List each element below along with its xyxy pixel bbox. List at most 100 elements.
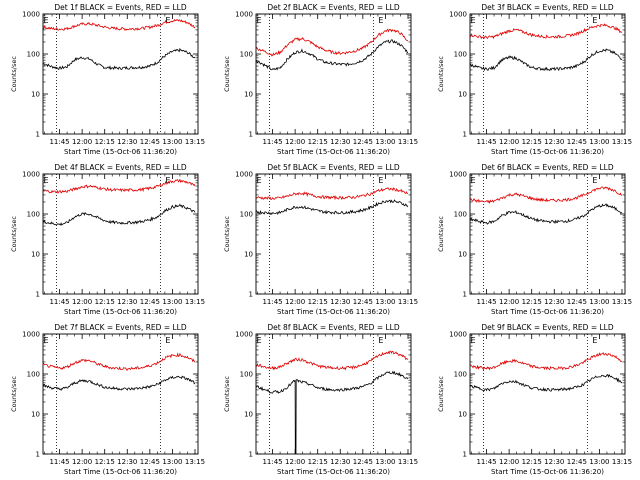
- x-tick-label: 12:15: [95, 138, 115, 146]
- x-tick-label: 12:45: [567, 458, 587, 466]
- y-tick-label: 1: [249, 291, 253, 299]
- lld-series-line: [470, 23, 623, 40]
- flag-label: E: [43, 336, 48, 345]
- x-tick-label: 12:15: [95, 458, 115, 466]
- chart-title: Det 7f BLACK = Events, RED = LLD: [54, 323, 187, 332]
- x-tick-label: 13:15: [612, 138, 632, 146]
- x-tick-label: 13:15: [612, 458, 632, 466]
- y-axis-label: Counts/sec: [223, 376, 231, 412]
- chart-panel: Det 2f BLACK = Events, RED = LLD Counts/s…: [223, 3, 418, 156]
- x-tick-label: 12:15: [522, 298, 542, 306]
- x-tick-label: 11:45: [49, 138, 69, 146]
- x-tick-label: 13:15: [398, 458, 418, 466]
- events-series-line: [256, 370, 409, 454]
- x-axis-label: Start Time (15-Oct-06 11:36:20): [491, 308, 604, 316]
- y-axis-label: Counts/sec: [10, 216, 18, 252]
- x-tick-label: 12:00: [72, 138, 92, 146]
- flag-label: E: [165, 336, 170, 345]
- x-tick-label: 13:15: [185, 298, 205, 306]
- x-tick-label: 12:45: [567, 298, 587, 306]
- x-tick-label: 12:00: [285, 138, 305, 146]
- y-tick-label: 100: [240, 211, 253, 219]
- x-tick-label: 11:45: [476, 458, 496, 466]
- events-series-line: [470, 48, 623, 72]
- events-series-line: [256, 39, 409, 71]
- flag-label: E: [592, 176, 597, 185]
- y-tick-label: 100: [27, 51, 40, 59]
- y-tick-label: 1000: [235, 11, 253, 19]
- chart-title: Det 5f BLACK = Events, RED = LLD: [267, 163, 400, 172]
- x-tick-label: 12:00: [499, 298, 519, 306]
- lld-series-line: [256, 350, 409, 371]
- y-axis-label: Counts/sec: [223, 56, 231, 92]
- plot-frame: [255, 13, 412, 135]
- x-tick-label: 13:00: [375, 458, 395, 466]
- flag-label: E: [43, 176, 48, 185]
- x-tick-label: 12:15: [308, 458, 328, 466]
- lld-series-line: [256, 28, 409, 57]
- x-axis-label: Start Time (15-Oct-06 11:36:20): [491, 468, 604, 476]
- y-tick-label: 10: [31, 91, 40, 99]
- x-tick-label: 12:30: [330, 138, 350, 146]
- plot-frame: [42, 13, 199, 135]
- chart-panel: Det 3f BLACK = Events, RED = LLD Counts/s…: [437, 3, 632, 156]
- x-tick-label: 12:30: [117, 298, 137, 306]
- x-tick-label: 12:45: [140, 298, 160, 306]
- events-series-line: [43, 375, 196, 392]
- x-tick-label: 12:00: [499, 138, 519, 146]
- x-tick-label: 12:30: [544, 138, 564, 146]
- chart-title: Det 9f BLACK = Events, RED = LLD: [481, 323, 614, 332]
- y-tick-label: 10: [458, 251, 467, 259]
- flag-label: E: [378, 16, 383, 25]
- y-tick-label: 100: [454, 211, 467, 219]
- chart-title: Det 3f BLACK = Events, RED = LLD: [481, 3, 614, 12]
- x-tick-label: 12:30: [330, 298, 350, 306]
- y-axis-label: Counts/sec: [437, 216, 445, 252]
- y-tick-label: 1: [36, 291, 40, 299]
- x-tick-label: 12:45: [353, 138, 373, 146]
- y-tick-label: 1: [36, 451, 40, 459]
- x-tick-label: 12:45: [353, 298, 373, 306]
- y-tick-label: 10: [244, 91, 253, 99]
- chart-panel: Det 6f BLACK = Events, RED = LLD Counts/s…: [437, 163, 632, 316]
- x-axis-label: Start Time (15-Oct-06 11:36:20): [64, 468, 177, 476]
- x-tick-label: 12:30: [117, 138, 137, 146]
- chart-title: Det 4f BLACK = Events, RED = LLD: [54, 163, 187, 172]
- x-tick-label: 12:15: [308, 138, 328, 146]
- y-tick-label: 1: [36, 131, 40, 139]
- plot-frame: [255, 333, 412, 455]
- flag-label: E: [592, 16, 597, 25]
- x-tick-label: 12:00: [72, 458, 92, 466]
- x-tick-label: 11:45: [476, 138, 496, 146]
- y-axis-label: Counts/sec: [437, 56, 445, 92]
- y-tick-label: 1: [463, 451, 467, 459]
- x-axis-label: Start Time (15-Oct-06 11:36:20): [64, 308, 177, 316]
- y-tick-label: 10: [458, 411, 467, 419]
- x-tick-label: 12:30: [330, 458, 350, 466]
- events-series-line: [470, 373, 623, 392]
- chart-title: Det 6f BLACK = Events, RED = LLD: [481, 163, 614, 172]
- x-tick-label: 13:00: [375, 298, 395, 306]
- plot-frame: [469, 13, 626, 135]
- chart-title: Det 1f BLACK = Events, RED = LLD: [54, 3, 187, 12]
- y-tick-label: 1000: [22, 331, 40, 339]
- y-tick-label: 100: [240, 51, 253, 59]
- x-tick-label: 13:15: [185, 138, 205, 146]
- y-tick-label: 1000: [235, 331, 253, 339]
- x-tick-label: 12:45: [353, 458, 373, 466]
- flag-label: E: [378, 336, 383, 345]
- y-tick-label: 1: [463, 291, 467, 299]
- flag-label: E: [592, 336, 597, 345]
- x-tick-label: 13:00: [589, 138, 609, 146]
- flag-label: E: [165, 176, 170, 185]
- chart-panel: Det 4f BLACK = Events, RED = LLD Counts/s…: [10, 163, 205, 316]
- y-tick-label: 1000: [22, 171, 40, 179]
- y-tick-label: 1000: [235, 171, 253, 179]
- x-tick-label: 12:00: [285, 458, 305, 466]
- events-series-line: [43, 203, 196, 226]
- y-axis-label: Counts/sec: [10, 56, 18, 92]
- flag-label: E: [256, 336, 261, 345]
- flag-label: E: [256, 16, 261, 25]
- flag-label: E: [256, 176, 261, 185]
